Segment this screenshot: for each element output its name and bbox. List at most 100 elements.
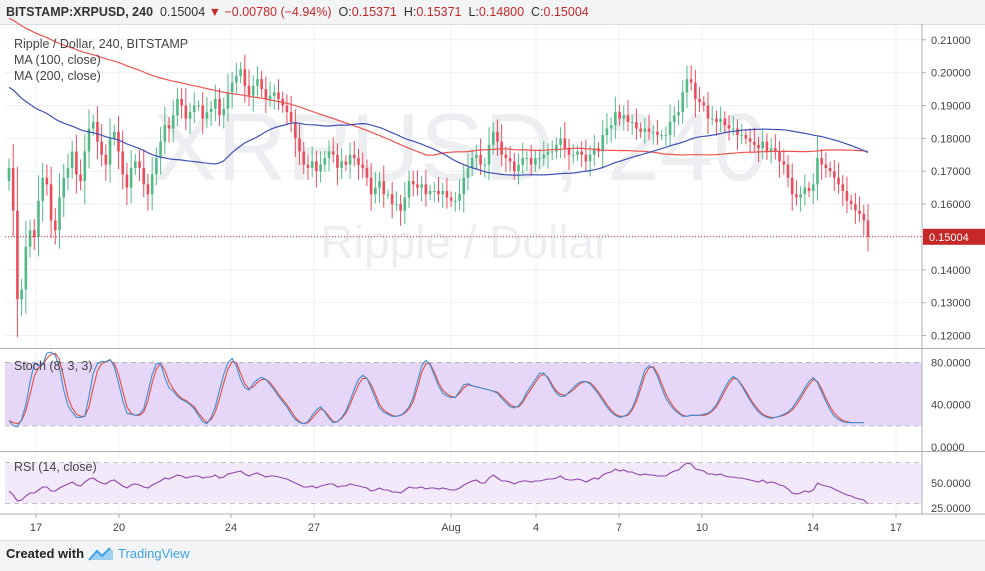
tradingview-link[interactable]: TradingView [118, 546, 190, 561]
candle-body [37, 200, 40, 237]
candle-body [243, 69, 247, 86]
candle-body [24, 246, 28, 290]
price-pane[interactable] [5, 17, 922, 338]
stoch-tick-label: 0.0000 [931, 442, 965, 454]
candle-body [62, 177, 66, 198]
price-axis[interactable]: 0.21000 0.20000 0.19000 0.18000 0.17000 0.160… [922, 35, 985, 515]
candle-body [323, 158, 327, 165]
candle-body [529, 158, 533, 165]
candle-body [344, 161, 348, 165]
time-tick-label: 4 [533, 522, 539, 534]
candle-body [816, 158, 819, 185]
candle-body [504, 154, 508, 159]
stoch-pane[interactable] [8, 351, 864, 428]
candle-body [369, 177, 373, 195]
high-value: 0.15371 [416, 5, 462, 19]
time-tick-label: Aug [441, 522, 461, 534]
candle-body [247, 85, 251, 96]
candle-body [226, 92, 230, 109]
candle-body [601, 135, 605, 152]
chart-legend: Ripple / Dollar, 240, BITSTAMP MA (100, … [14, 37, 188, 474]
candle-body [694, 82, 697, 99]
candle-body [91, 121, 95, 129]
watermark-name: Ripple / Dollar [321, 216, 610, 268]
candle-body [306, 164, 310, 168]
candle-body [310, 161, 314, 168]
candle-body [424, 184, 428, 195]
candle-body [647, 128, 651, 132]
candle-body [155, 158, 158, 175]
candle-body [677, 112, 680, 116]
ma200-line [8, 17, 869, 156]
candle-body [352, 154, 356, 159]
candle-body [16, 210, 19, 300]
low-value: 0.14800 [478, 5, 525, 19]
candle-body [685, 79, 689, 93]
candle-body [761, 141, 765, 149]
candle-body [475, 154, 478, 159]
candle-body [188, 112, 192, 119]
candle-body [576, 151, 579, 155]
candle-body [765, 141, 769, 152]
price-change: −0.00780 (−4.94%) [224, 5, 332, 19]
candle-body [799, 194, 802, 198]
candle-body [129, 167, 133, 188]
candle-body [769, 148, 773, 152]
candle-body [222, 108, 226, 116]
candle-body [277, 92, 280, 99]
time-tick-label: 7 [616, 522, 622, 534]
time-tick-label: 17 [890, 522, 902, 534]
close-value: 0.15004 [543, 5, 589, 19]
legend-title: Ripple / Dollar, 240, BITSTAMP [14, 37, 188, 51]
candle-body [849, 200, 853, 205]
price-tick-label: 0.12000 [931, 331, 971, 343]
legend-ma200: MA (200, close) [14, 69, 101, 83]
candle-body [386, 194, 390, 196]
candle-body [706, 105, 710, 119]
candle-body [483, 164, 487, 166]
candle-body [567, 148, 571, 155]
time-axis[interactable]: 17 20 24 27 Aug 4 7 10 14 17 [30, 514, 902, 534]
candle-body [753, 141, 756, 145]
candle-body [833, 171, 836, 178]
candle-body [104, 154, 108, 165]
symbol-title[interactable]: BITSTAMP:XRPUSD, 240 [6, 5, 154, 19]
candle-body [795, 194, 798, 198]
candle-body [584, 154, 588, 162]
candle-body [403, 197, 407, 211]
open-label: O: [338, 5, 352, 19]
candle-body [357, 158, 360, 165]
candle-body [588, 154, 592, 162]
candle-body [609, 125, 613, 129]
candle-body [83, 151, 87, 182]
candle-body [7, 167, 11, 182]
candle-body [803, 187, 807, 195]
candle-body [698, 98, 701, 103]
candle-body [75, 151, 78, 175]
candle-body [508, 158, 512, 162]
stoch-tick-label: 80.0000 [931, 358, 971, 370]
legend-stoch: Stoch (8, 3, 3) [14, 359, 93, 373]
candle-body [201, 105, 204, 119]
candle-body [327, 151, 331, 159]
rsi-pane[interactable] [8, 462, 869, 505]
chart-canvas[interactable]: XRPUSD, 240 Ripple / Dollar 0.210000.200… [0, 0, 985, 540]
candle-body [319, 164, 322, 172]
candle-body [866, 220, 870, 237]
candle-body [374, 187, 377, 195]
candle-body [458, 194, 461, 201]
candle-body [138, 161, 141, 168]
candle-body [407, 181, 411, 198]
price-tick-label: 0.14000 [931, 265, 971, 277]
candle-body [668, 121, 672, 136]
candle-body [841, 184, 845, 191]
candle-body [563, 138, 567, 149]
candle-body [614, 112, 617, 126]
time-tick-label: 14 [807, 522, 819, 534]
candle-body [437, 190, 440, 195]
candle-body [184, 105, 188, 119]
stoch-k-line [8, 351, 864, 428]
candle-body [49, 184, 53, 221]
candle-body [348, 154, 352, 165]
candle-body [399, 204, 402, 211]
